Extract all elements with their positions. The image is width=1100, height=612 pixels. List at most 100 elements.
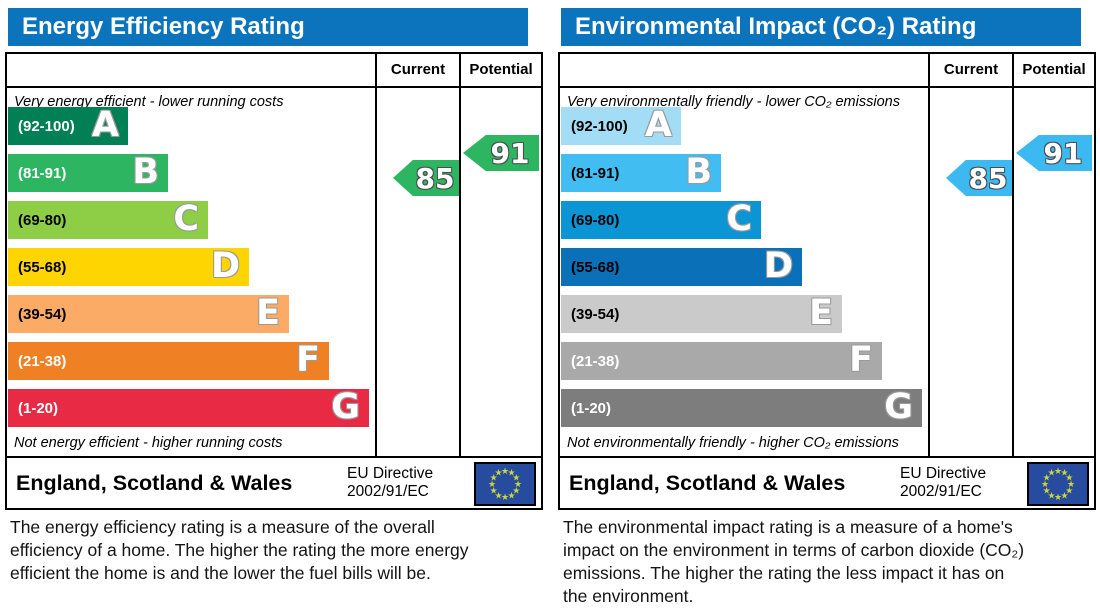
band-e: (39-54) E bbox=[561, 293, 842, 334]
svg-text:★: ★ bbox=[507, 469, 515, 479]
band-letter: E bbox=[809, 293, 833, 334]
svg-text:★: ★ bbox=[1043, 487, 1051, 497]
band-e: (39-54) E bbox=[8, 293, 289, 334]
band-f: (21-38) F bbox=[8, 340, 329, 381]
band-letter: C bbox=[726, 199, 752, 240]
eu-directive-line2: 2002/91/EC bbox=[900, 483, 982, 500]
band-range: (69-80) bbox=[18, 211, 67, 229]
eu-directive-line1: EU Directive bbox=[900, 465, 987, 482]
band-b: (81-91) B bbox=[8, 152, 168, 192]
environmental-impact-panel: Environmental Impact (CO₂) Rating Curren… bbox=[553, 0, 1098, 612]
top-note: Very energy efficient - lower running co… bbox=[14, 94, 284, 110]
current-column-header: Current bbox=[390, 61, 446, 78]
svg-text:★: ★ bbox=[501, 467, 509, 477]
svg-text:★: ★ bbox=[1060, 491, 1068, 501]
potential-rating-arrow: 91 bbox=[463, 135, 539, 171]
band-g: (1-20) G bbox=[8, 387, 369, 428]
environmental-description: The environmental impact rating is a mea… bbox=[563, 517, 1025, 606]
band-range: (92-100) bbox=[571, 117, 628, 135]
band-letter: F bbox=[296, 340, 320, 381]
energy-description: The energy efficiency rating is a measur… bbox=[10, 517, 469, 583]
band-letter: C bbox=[173, 199, 199, 240]
environmental-title-bar: Environmental Impact (CO₂) Rating bbox=[561, 8, 1081, 46]
svg-text:★: ★ bbox=[1047, 469, 1055, 479]
band-range: (55-68) bbox=[571, 258, 620, 276]
potential-column-header: Potential bbox=[469, 61, 533, 78]
band-letter: E bbox=[256, 293, 280, 334]
top-note: Very environmentally friendly - lower CO… bbox=[567, 94, 900, 110]
svg-text:★: ★ bbox=[1043, 474, 1051, 484]
energy-title-bar: Energy Efficiency Rating bbox=[8, 8, 528, 46]
band-a: (92-100) A bbox=[8, 105, 128, 146]
column-divider bbox=[928, 54, 930, 456]
potential-rating-value: 91 bbox=[1043, 136, 1083, 170]
band-letter: A bbox=[91, 105, 119, 146]
region-label: England, Scotland & Wales bbox=[569, 471, 846, 495]
potential-column-header: Potential bbox=[1022, 61, 1086, 78]
column-divider bbox=[375, 54, 377, 456]
column-divider bbox=[1012, 54, 1014, 456]
band-range: (21-38) bbox=[571, 352, 620, 370]
bottom-note: Not environmentally friendly - higher CO… bbox=[567, 435, 899, 451]
band-letter: G bbox=[884, 387, 913, 428]
current-column-header: Current bbox=[943, 61, 999, 78]
band-letter: B bbox=[685, 152, 712, 193]
eu-directive-line2: 2002/91/EC bbox=[347, 483, 429, 500]
column-divider bbox=[459, 54, 461, 456]
svg-text:★: ★ bbox=[512, 487, 520, 497]
band-f: (21-38) F bbox=[561, 340, 882, 381]
band-d: (55-68) D bbox=[8, 246, 249, 287]
band-b: (81-91) B bbox=[561, 152, 721, 193]
band-range: (39-54) bbox=[18, 305, 67, 323]
svg-text:★: ★ bbox=[490, 487, 498, 497]
svg-text:★: ★ bbox=[1060, 469, 1068, 479]
band-letter: F bbox=[849, 340, 873, 381]
band-g: (1-20) G bbox=[561, 387, 922, 428]
bottom-note: Not energy efficient - higher running co… bbox=[14, 435, 283, 451]
environmental-chart-frame: Current Potential Very environmentally f… bbox=[558, 52, 1096, 510]
column-header-row: Current Potential bbox=[560, 54, 1094, 88]
energy-chart-frame: Current Potential Very energy efficient … bbox=[5, 52, 543, 510]
band-range: (1-20) bbox=[18, 399, 59, 417]
band-letter: A bbox=[644, 105, 672, 146]
band-a: (92-100) A bbox=[561, 105, 681, 146]
band-c: (69-80) C bbox=[561, 199, 761, 240]
region-label: England, Scotland & Wales bbox=[16, 471, 293, 495]
current-rating-arrow: 85 bbox=[946, 160, 1012, 196]
current-rating-value: 85 bbox=[968, 161, 1008, 195]
band-range: (39-54) bbox=[571, 305, 620, 323]
svg-text:★: ★ bbox=[514, 480, 522, 490]
svg-text:★: ★ bbox=[494, 469, 502, 479]
band-range: (81-91) bbox=[571, 164, 620, 182]
band-range: (69-80) bbox=[571, 211, 620, 229]
potential-rating-value: 91 bbox=[490, 136, 530, 170]
svg-text:★: ★ bbox=[494, 491, 502, 501]
eu-directive-label: EU Directive 2002/91/EC bbox=[900, 465, 986, 501]
band-range: (21-38) bbox=[18, 352, 67, 370]
footer-row: England, Scotland & Wales EU Directive 2… bbox=[560, 456, 1094, 508]
svg-text:★: ★ bbox=[1054, 493, 1062, 503]
svg-text:★: ★ bbox=[512, 474, 520, 484]
svg-text:★: ★ bbox=[501, 493, 509, 503]
svg-text:★: ★ bbox=[1067, 480, 1075, 490]
band-letter: D bbox=[210, 246, 240, 287]
svg-text:★: ★ bbox=[1065, 474, 1073, 484]
band-c: (69-80) C bbox=[8, 199, 208, 240]
potential-rating-arrow: 91 bbox=[1016, 135, 1092, 171]
eu-flag-icon: ★★★ ★★★ ★★★ ★★★ bbox=[474, 462, 536, 506]
eu-directive-line1: EU Directive bbox=[347, 465, 434, 482]
footer-row: England, Scotland & Wales EU Directive 2… bbox=[7, 456, 541, 508]
band-d: (55-68) D bbox=[561, 246, 802, 287]
band-range: (55-68) bbox=[18, 258, 67, 276]
svg-text:★: ★ bbox=[1047, 491, 1055, 501]
current-rating-value: 85 bbox=[415, 161, 455, 195]
eu-flag-icon: ★★★ ★★★ ★★★ ★★★ bbox=[1027, 462, 1089, 506]
svg-text:★: ★ bbox=[490, 474, 498, 484]
band-letter: D bbox=[763, 246, 793, 287]
band-range: (81-91) bbox=[18, 164, 67, 182]
svg-text:★: ★ bbox=[1054, 467, 1062, 477]
svg-text:★: ★ bbox=[488, 480, 496, 490]
current-rating-arrow: 85 bbox=[393, 160, 459, 196]
band-range: (1-20) bbox=[571, 399, 612, 417]
band-letter: G bbox=[331, 387, 360, 428]
